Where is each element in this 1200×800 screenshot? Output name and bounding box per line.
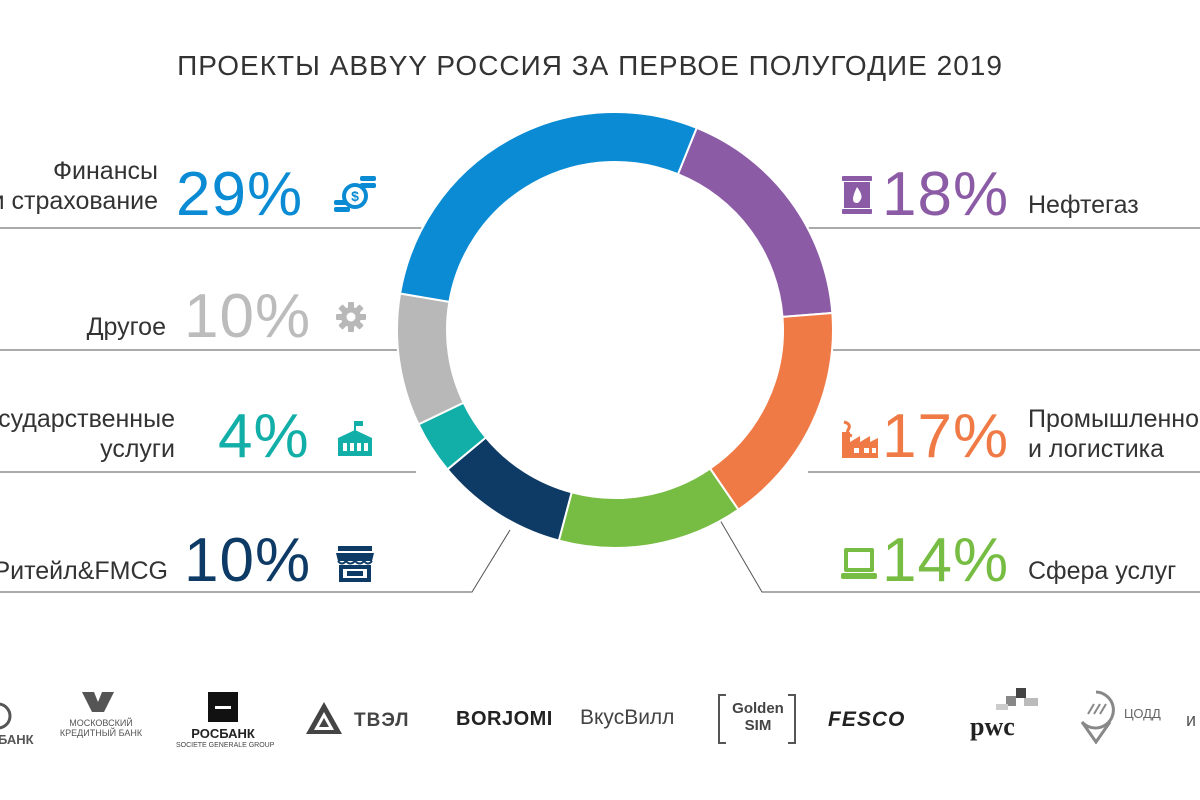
pct-oil: 18% bbox=[882, 164, 1009, 226]
label-oil: Нефтегаз bbox=[1028, 190, 1139, 220]
fesco-logo: FESCO bbox=[828, 708, 905, 732]
label-gov: Государственные услуги bbox=[0, 404, 175, 464]
golden-sim-bracket-left bbox=[718, 694, 726, 744]
donut-slice-oil-barrel bbox=[678, 128, 832, 317]
rosbank-logo: РОСБАНК SOCIETE GENERALE GROUP bbox=[180, 688, 270, 752]
donut-chart bbox=[397, 112, 833, 548]
label-retail: Ритейл&FMCG bbox=[0, 556, 168, 586]
rosbank-square bbox=[208, 692, 238, 722]
more-logos-text: и bbox=[1186, 710, 1196, 731]
oil-barrel-icon bbox=[840, 174, 886, 220]
label-other: Другое bbox=[87, 312, 166, 342]
pwc-logo: pwc bbox=[966, 688, 1046, 744]
label-services: Сфера услуг bbox=[1028, 556, 1176, 586]
pct-other: 10% bbox=[184, 286, 311, 348]
borjomi-logo: BORJOMI bbox=[456, 708, 553, 731]
government-building-icon bbox=[334, 418, 380, 464]
donut-slice-coins bbox=[400, 112, 697, 302]
donut-slice-laptop bbox=[559, 469, 739, 548]
mkb-logo: МОСКОВСКИЙ КРЕДИТНЫЙ БАНК bbox=[58, 690, 148, 750]
donut-slice-factory bbox=[710, 313, 833, 510]
pct-industry: 17% bbox=[882, 406, 1009, 468]
codd-logo: ЦОДД bbox=[1074, 690, 1174, 746]
vkusvill-logo: ВкусВилл bbox=[580, 706, 674, 730]
gear-icon bbox=[334, 300, 380, 346]
pct-finance: 29% bbox=[176, 164, 303, 226]
coins-icon: $ bbox=[332, 172, 378, 218]
donut-slice-gear bbox=[397, 293, 464, 424]
tvel-logo: ТВЭЛ bbox=[304, 700, 424, 740]
pct-retail: 10% bbox=[184, 530, 311, 592]
label-industry: Промышленность и логистика bbox=[1028, 404, 1200, 464]
sberbank-logo: БАНК bbox=[0, 702, 38, 752]
factory-icon bbox=[838, 418, 884, 464]
svg-text:$: $ bbox=[351, 188, 359, 204]
laptop-icon bbox=[840, 546, 886, 592]
pct-services: 14% bbox=[882, 530, 1009, 592]
label-finance: Финансы и страхование bbox=[0, 156, 158, 216]
store-icon bbox=[334, 544, 380, 590]
golden-sim-logo: Golden SIM bbox=[718, 694, 798, 744]
pct-gov: 4% bbox=[218, 406, 310, 468]
